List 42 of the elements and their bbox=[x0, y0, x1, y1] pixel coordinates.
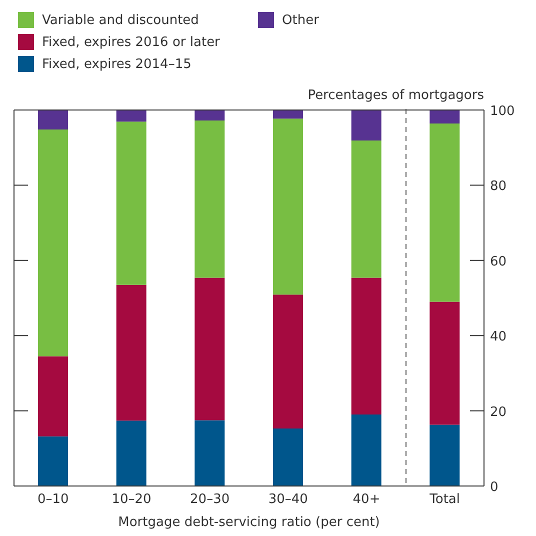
bar bbox=[116, 122, 146, 285]
x-tick-label: 10–20 bbox=[112, 492, 152, 508]
x-tick-label: 0–10 bbox=[38, 492, 69, 508]
bar bbox=[194, 110, 225, 121]
bar bbox=[351, 110, 382, 140]
bar bbox=[194, 420, 225, 486]
y-tick-label: 60 bbox=[490, 254, 507, 270]
y-tick-label: 80 bbox=[490, 179, 507, 194]
bar bbox=[430, 302, 460, 425]
legend-label: Other bbox=[282, 12, 319, 28]
bar bbox=[194, 278, 225, 420]
bar bbox=[116, 420, 146, 486]
y-tick-label: 20 bbox=[490, 404, 507, 420]
y-tick-label: 100 bbox=[490, 104, 515, 119]
legend-label: Fixed, expires 2016 or later bbox=[42, 34, 220, 50]
bar bbox=[273, 118, 303, 295]
x-tick-label: Total bbox=[428, 492, 460, 508]
bar bbox=[273, 428, 303, 486]
bar bbox=[116, 284, 146, 421]
bar bbox=[351, 414, 382, 486]
bar bbox=[116, 110, 146, 122]
bar bbox=[38, 436, 68, 486]
bar bbox=[430, 424, 460, 486]
bar bbox=[38, 130, 68, 356]
bar bbox=[430, 124, 460, 302]
bar bbox=[273, 110, 303, 119]
legend-label: Variable and discounted bbox=[42, 12, 199, 28]
y-tick-label: 40 bbox=[490, 330, 507, 345]
bar bbox=[194, 120, 225, 278]
x-axis-title: Mortgage debt-servicing ratio (per cent) bbox=[118, 515, 380, 530]
y-axis-title: Percentages of mortgagors bbox=[308, 88, 484, 103]
bar bbox=[273, 294, 303, 428]
bar bbox=[38, 110, 68, 130]
legend-label: Fixed, expires 2014–15 bbox=[42, 56, 192, 72]
x-tick-label: 30–40 bbox=[268, 492, 308, 508]
bar bbox=[351, 140, 382, 278]
x-tick-label: 20–30 bbox=[190, 492, 230, 508]
y-tick-label: 0 bbox=[490, 480, 498, 495]
bar bbox=[351, 278, 382, 415]
bar bbox=[430, 110, 460, 124]
x-tick-label: 40+ bbox=[352, 492, 380, 508]
bar bbox=[38, 356, 68, 436]
